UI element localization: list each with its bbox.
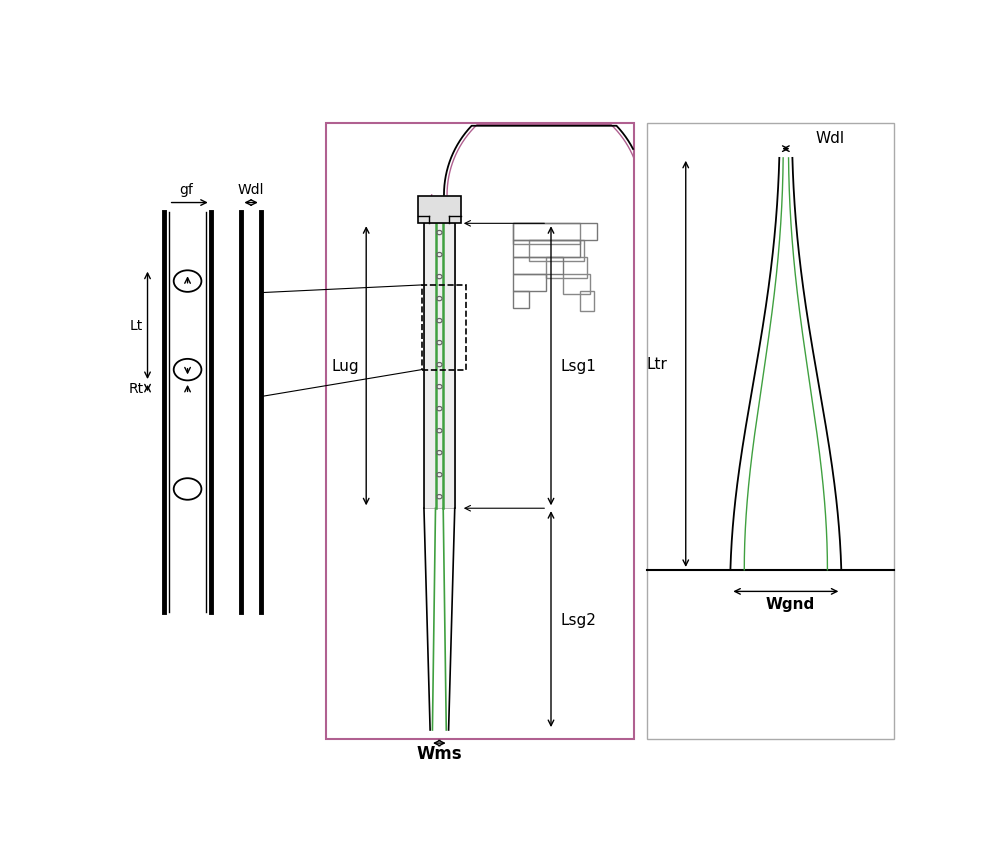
- Bar: [512, 292, 529, 309]
- Text: Ltr: Ltr: [646, 357, 667, 372]
- Bar: [512, 258, 563, 275]
- Bar: [546, 258, 587, 278]
- Bar: [580, 292, 594, 312]
- Bar: [512, 224, 597, 241]
- Bar: [422, 286, 466, 370]
- Text: Rt: Rt: [128, 381, 144, 396]
- Text: Wdl: Wdl: [238, 183, 264, 196]
- Bar: [512, 275, 546, 292]
- Bar: [512, 224, 580, 245]
- Text: Lug: Lug: [332, 359, 359, 374]
- Text: Wgnd: Wgnd: [765, 597, 814, 611]
- Text: gf: gf: [179, 183, 193, 196]
- Text: Lt: Lt: [129, 319, 143, 333]
- Text: Lsg2: Lsg2: [560, 612, 596, 627]
- Bar: [418, 197, 461, 224]
- Bar: [647, 124, 894, 740]
- Text: Wdl: Wdl: [815, 132, 844, 146]
- Bar: [326, 124, 634, 740]
- Bar: [512, 241, 580, 258]
- Bar: [424, 224, 455, 509]
- Text: Lsg1: Lsg1: [560, 359, 596, 374]
- Text: Wms: Wms: [417, 745, 462, 763]
- Bar: [529, 241, 584, 261]
- Bar: [563, 275, 590, 295]
